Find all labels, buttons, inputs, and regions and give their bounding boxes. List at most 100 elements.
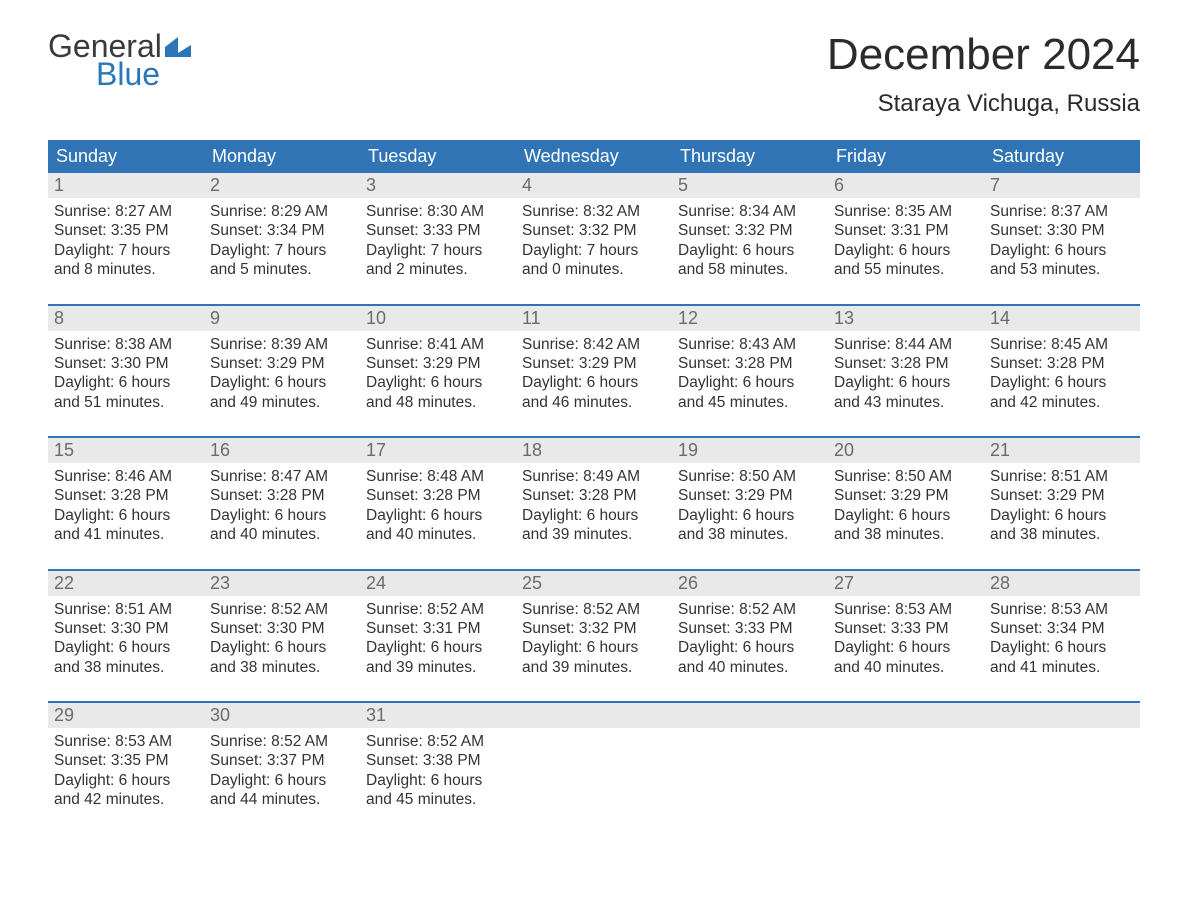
day-number: 10 <box>360 306 516 331</box>
day-info-line: Sunset: 3:32 PM <box>522 619 666 638</box>
day-info-line: Daylight: 6 hours <box>210 638 354 657</box>
day-info-line: Daylight: 6 hours <box>522 373 666 392</box>
calendar-day: . <box>516 703 672 816</box>
day-info-line: and 38 minutes. <box>54 658 198 677</box>
day-info-line: and 5 minutes. <box>210 260 354 279</box>
day-number: 6 <box>828 173 984 198</box>
day-info-line: Sunrise: 8:42 AM <box>522 335 666 354</box>
day-info-line: Sunrise: 8:43 AM <box>678 335 822 354</box>
day-content: Sunrise: 8:30 AMSunset: 3:33 PMDaylight:… <box>360 198 516 286</box>
day-content: Sunrise: 8:27 AMSunset: 3:35 PMDaylight:… <box>48 198 204 286</box>
day-info-line: Sunrise: 8:29 AM <box>210 202 354 221</box>
day-info-line: and 44 minutes. <box>210 790 354 809</box>
calendar-day: 25Sunrise: 8:52 AMSunset: 3:32 PMDayligh… <box>516 571 672 684</box>
day-content: Sunrise: 8:49 AMSunset: 3:28 PMDaylight:… <box>516 463 672 551</box>
day-content: Sunrise: 8:48 AMSunset: 3:28 PMDaylight:… <box>360 463 516 551</box>
calendar-day: 2Sunrise: 8:29 AMSunset: 3:34 PMDaylight… <box>204 173 360 286</box>
calendar-day: 9Sunrise: 8:39 AMSunset: 3:29 PMDaylight… <box>204 306 360 419</box>
day-info-line: Daylight: 6 hours <box>678 638 822 657</box>
day-number: 12 <box>672 306 828 331</box>
day-info-line: Sunset: 3:32 PM <box>522 221 666 240</box>
calendar-grid: 1Sunrise: 8:27 AMSunset: 3:35 PMDaylight… <box>48 173 1140 816</box>
day-info-line: Daylight: 7 hours <box>366 241 510 260</box>
day-info-line: Sunset: 3:34 PM <box>210 221 354 240</box>
day-info-line: Daylight: 6 hours <box>990 241 1134 260</box>
calendar-week: 1Sunrise: 8:27 AMSunset: 3:35 PMDaylight… <box>48 173 1140 286</box>
day-info-line: Sunrise: 8:52 AM <box>678 600 822 619</box>
day-number: 27 <box>828 571 984 596</box>
day-info-line: Daylight: 6 hours <box>522 638 666 657</box>
calendar-day: 21Sunrise: 8:51 AMSunset: 3:29 PMDayligh… <box>984 438 1140 551</box>
day-info-line: and 53 minutes. <box>990 260 1134 279</box>
day-content: Sunrise: 8:47 AMSunset: 3:28 PMDaylight:… <box>204 463 360 551</box>
calendar-day: 17Sunrise: 8:48 AMSunset: 3:28 PMDayligh… <box>360 438 516 551</box>
day-content: Sunrise: 8:29 AMSunset: 3:34 PMDaylight:… <box>204 198 360 286</box>
calendar-week: 22Sunrise: 8:51 AMSunset: 3:30 PMDayligh… <box>48 569 1140 684</box>
day-info-line: and 40 minutes. <box>366 525 510 544</box>
calendar-day: 20Sunrise: 8:50 AMSunset: 3:29 PMDayligh… <box>828 438 984 551</box>
calendar-week: 29Sunrise: 8:53 AMSunset: 3:35 PMDayligh… <box>48 701 1140 816</box>
day-number: 9 <box>204 306 360 331</box>
day-info-line: and 40 minutes. <box>834 658 978 677</box>
day-number: 5 <box>672 173 828 198</box>
day-info-line: Sunrise: 8:52 AM <box>210 732 354 751</box>
day-info-line: Sunset: 3:33 PM <box>678 619 822 638</box>
day-number: . <box>516 703 672 728</box>
day-info-line: Sunset: 3:31 PM <box>834 221 978 240</box>
day-info-line: Sunset: 3:29 PM <box>990 486 1134 505</box>
calendar-day: 1Sunrise: 8:27 AMSunset: 3:35 PMDaylight… <box>48 173 204 286</box>
calendar-day: 16Sunrise: 8:47 AMSunset: 3:28 PMDayligh… <box>204 438 360 551</box>
day-content: Sunrise: 8:41 AMSunset: 3:29 PMDaylight:… <box>360 331 516 419</box>
day-number: . <box>828 703 984 728</box>
weekday-monday: Monday <box>204 140 360 173</box>
day-info-line: Daylight: 7 hours <box>210 241 354 260</box>
day-info-line: Sunrise: 8:45 AM <box>990 335 1134 354</box>
day-number: . <box>984 703 1140 728</box>
day-info-line: Sunset: 3:29 PM <box>366 354 510 373</box>
weekday-tuesday: Tuesday <box>360 140 516 173</box>
day-info-line: Sunset: 3:35 PM <box>54 751 198 770</box>
day-info-line: Sunset: 3:29 PM <box>522 354 666 373</box>
day-info-line: Daylight: 6 hours <box>54 638 198 657</box>
day-number: 13 <box>828 306 984 331</box>
day-info-line: Sunset: 3:31 PM <box>366 619 510 638</box>
day-info-line: Daylight: 6 hours <box>54 771 198 790</box>
calendar: Sunday Monday Tuesday Wednesday Thursday… <box>48 140 1140 816</box>
day-number: 30 <box>204 703 360 728</box>
calendar-day: 24Sunrise: 8:52 AMSunset: 3:31 PMDayligh… <box>360 571 516 684</box>
calendar-day: 19Sunrise: 8:50 AMSunset: 3:29 PMDayligh… <box>672 438 828 551</box>
calendar-day: 3Sunrise: 8:30 AMSunset: 3:33 PMDaylight… <box>360 173 516 286</box>
day-info-line: Daylight: 6 hours <box>366 638 510 657</box>
calendar-day: 7Sunrise: 8:37 AMSunset: 3:30 PMDaylight… <box>984 173 1140 286</box>
day-info-line: Sunrise: 8:46 AM <box>54 467 198 486</box>
day-info-line: and 39 minutes. <box>522 658 666 677</box>
day-info-line: and 38 minutes. <box>678 525 822 544</box>
weekday-header: Sunday Monday Tuesday Wednesday Thursday… <box>48 140 1140 173</box>
day-info-line: and 51 minutes. <box>54 393 198 412</box>
day-info-line: and 41 minutes. <box>54 525 198 544</box>
day-number: 21 <box>984 438 1140 463</box>
day-info-line: Sunrise: 8:49 AM <box>522 467 666 486</box>
day-info-line: Sunset: 3:30 PM <box>990 221 1134 240</box>
day-info-line: Daylight: 7 hours <box>54 241 198 260</box>
day-info-line: Sunrise: 8:53 AM <box>834 600 978 619</box>
day-info-line: Daylight: 6 hours <box>522 506 666 525</box>
weekday-friday: Friday <box>828 140 984 173</box>
day-number: 16 <box>204 438 360 463</box>
day-info-line: and 38 minutes. <box>834 525 978 544</box>
day-info-line: Sunrise: 8:53 AM <box>54 732 198 751</box>
day-info-line: and 45 minutes. <box>366 790 510 809</box>
day-info-line: Sunrise: 8:50 AM <box>834 467 978 486</box>
day-info-line: Sunset: 3:28 PM <box>834 354 978 373</box>
day-info-line: Sunrise: 8:52 AM <box>366 732 510 751</box>
day-info-line: Sunrise: 8:52 AM <box>210 600 354 619</box>
day-info-line: Sunset: 3:28 PM <box>54 486 198 505</box>
day-info-line: and 38 minutes. <box>210 658 354 677</box>
day-info-line: Sunrise: 8:53 AM <box>990 600 1134 619</box>
day-info-line: Daylight: 6 hours <box>834 373 978 392</box>
day-info-line: and 58 minutes. <box>678 260 822 279</box>
day-content: Sunrise: 8:44 AMSunset: 3:28 PMDaylight:… <box>828 331 984 419</box>
day-info-line: Daylight: 6 hours <box>366 506 510 525</box>
day-content: Sunrise: 8:52 AMSunset: 3:33 PMDaylight:… <box>672 596 828 684</box>
location-text: Staraya Vichuga, Russia <box>827 90 1140 118</box>
